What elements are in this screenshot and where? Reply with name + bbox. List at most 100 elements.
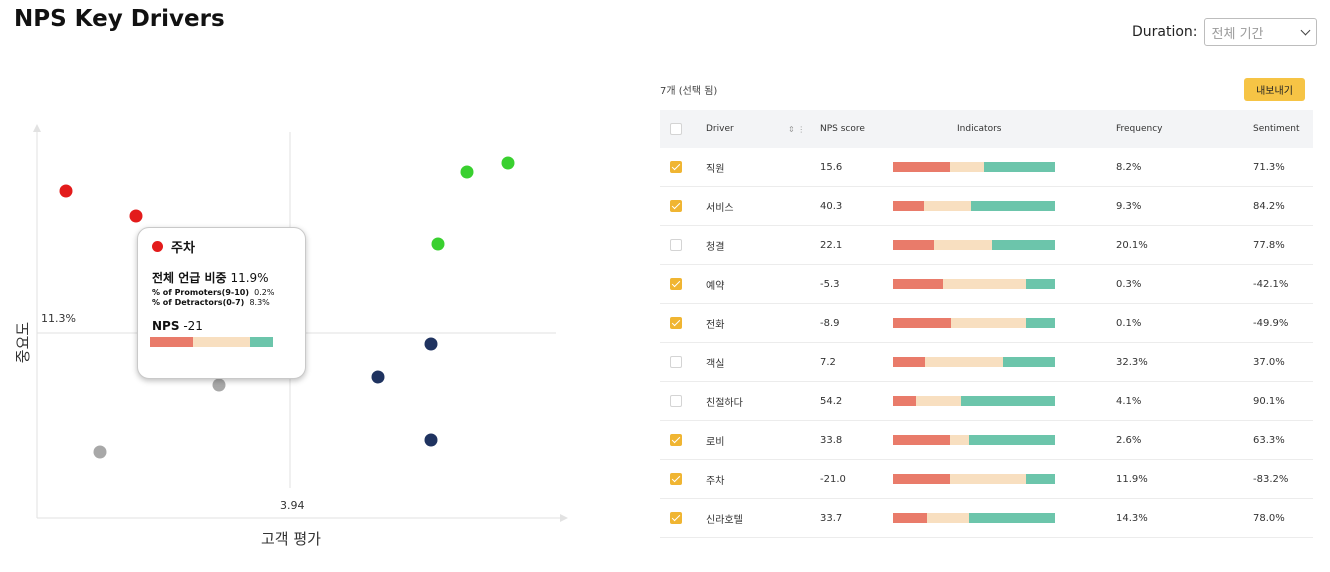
- table-row[interactable]: 전화 -8.9 0.1% -49.9%: [660, 304, 1313, 343]
- tooltip-driver-name: 주차: [171, 241, 195, 256]
- row-checkbox[interactable]: [670, 239, 682, 251]
- detractor-segment: [893, 240, 934, 250]
- table-row[interactable]: 친절하다 54.2 4.1% 90.1%: [660, 382, 1313, 421]
- tooltip-nps-label: NPS: [152, 319, 180, 333]
- nps-score: 33.7: [820, 512, 843, 524]
- driver-point-green[interactable]: [460, 165, 474, 179]
- detractor-segment: [893, 474, 950, 484]
- table-body: 직원 15.6 8.2% 71.3% 서비스 40.3 9.3% 84.2% 청…: [660, 148, 1313, 538]
- row-check-cell: [670, 460, 682, 498]
- duration-filter: Duration: 전체 기간: [1132, 18, 1317, 46]
- detractor-segment: [893, 201, 924, 211]
- driver-point-green[interactable]: [501, 156, 515, 170]
- row-checkbox[interactable]: [670, 356, 682, 368]
- x-axis-title: 고객 평가: [261, 530, 321, 548]
- detractor-segment: [150, 337, 194, 347]
- select-all-checkbox[interactable]: [670, 123, 682, 135]
- detractor-segment: [893, 435, 950, 445]
- sort-icon[interactable]: ⇕ ⋮: [788, 124, 806, 134]
- table-row[interactable]: 로비 33.8 2.6% 63.3%: [660, 421, 1313, 460]
- duration-value: 전체 기간: [1211, 26, 1264, 42]
- table-row[interactable]: 신라호텔 33.7 14.3% 78.0%: [660, 499, 1313, 538]
- chevron-down-icon: [1300, 25, 1310, 35]
- row-check-cell: [670, 265, 682, 303]
- indicator-cell: [893, 460, 1055, 498]
- selected-count: 7개 (선택 됨): [660, 86, 718, 97]
- table-row[interactable]: 예약 -5.3 0.3% -42.1%: [660, 265, 1313, 304]
- driver-name: 로비: [706, 436, 725, 448]
- header-nps-score[interactable]: NPS score: [820, 124, 865, 134]
- table-row[interactable]: 객실 7.2 32.3% 37.0%: [660, 343, 1313, 382]
- frequency-value: 8.2%: [1116, 161, 1142, 173]
- driver-point-navy[interactable]: [371, 370, 385, 384]
- indicator-cell: [893, 421, 1055, 459]
- frequency-value: 20.1%: [1116, 239, 1148, 251]
- indicator-bar: [893, 162, 1055, 172]
- indicator-bar: [893, 435, 1055, 445]
- duration-select[interactable]: 전체 기간: [1203, 18, 1317, 46]
- detractor-segment: [893, 318, 952, 328]
- driver-point-navy[interactable]: [424, 337, 438, 351]
- indicator-bar: [893, 357, 1055, 367]
- row-checkbox[interactable]: [670, 317, 682, 329]
- row-check-cell: [670, 304, 682, 342]
- frequency-value: 14.3%: [1116, 512, 1148, 524]
- select-all-cell: [670, 110, 682, 148]
- driver-table: Driver ⇕ ⋮ NPS score Indicators Frequenc…: [660, 110, 1313, 538]
- nps-score: -8.9: [820, 317, 840, 329]
- row-checkbox[interactable]: [670, 278, 682, 290]
- row-checkbox[interactable]: [670, 434, 682, 446]
- nps-score: 33.8: [820, 434, 843, 446]
- driver-name: 직원: [706, 163, 725, 175]
- header-driver[interactable]: Driver: [706, 124, 734, 134]
- indicator-cell: [893, 343, 1055, 381]
- detractor-segment: [893, 357, 926, 367]
- nps-score: -21.0: [820, 473, 846, 485]
- export-button[interactable]: 내보내기: [1244, 78, 1305, 101]
- detractor-segment: [893, 396, 916, 406]
- driver-point-gray[interactable]: [93, 445, 107, 459]
- table-header: Driver ⇕ ⋮ NPS score Indicators Frequenc…: [660, 110, 1313, 148]
- driver-point-navy[interactable]: [424, 433, 438, 447]
- promoter-segment: [1025, 474, 1055, 484]
- table-row[interactable]: 청결 22.1 20.1% 77.8%: [660, 226, 1313, 265]
- table-row[interactable]: 직원 15.6 8.2% 71.3%: [660, 148, 1313, 187]
- header-frequency[interactable]: Frequency: [1116, 124, 1163, 134]
- driver-point-green[interactable]: [431, 237, 445, 251]
- row-checkbox[interactable]: [670, 200, 682, 212]
- driver-name: 서비스: [706, 202, 734, 214]
- driver-name: 친절하다: [706, 397, 743, 409]
- table-row[interactable]: 주차 -21.0 11.9% -83.2%: [660, 460, 1313, 499]
- indicator-cell: [893, 304, 1055, 342]
- tooltip-detractors-label: % of Detractors(0-7): [152, 298, 245, 307]
- header-sentiment[interactable]: Sentiment: [1253, 124, 1300, 134]
- indicator-bar: [893, 513, 1055, 523]
- driver-name: 예약: [706, 280, 725, 292]
- passive-segment: [949, 162, 984, 172]
- sentiment-value: 90.1%: [1253, 395, 1285, 407]
- row-checkbox[interactable]: [670, 473, 682, 485]
- driver-point-red[interactable]: [129, 209, 143, 223]
- sentiment-value: 84.2%: [1253, 200, 1285, 212]
- indicator-bar: [893, 318, 1055, 328]
- promoter-segment: [970, 201, 1055, 211]
- driver-point-red[interactable]: [59, 184, 73, 198]
- frequency-value: 0.3%: [1116, 278, 1142, 290]
- table-row[interactable]: 서비스 40.3 9.3% 84.2%: [660, 187, 1313, 226]
- x-axis-arrow: [560, 514, 568, 522]
- tooltip-promoters-label: % of Promoters(9-10): [152, 288, 249, 297]
- row-checkbox[interactable]: [670, 395, 682, 407]
- frequency-value: 11.9%: [1116, 473, 1148, 485]
- promoter-segment: [969, 435, 1055, 445]
- driver-tooltip: 주차 전체 언급 비중 11.9% % of Promoters(9-10) 0…: [137, 227, 306, 379]
- row-checkbox[interactable]: [670, 161, 682, 173]
- tooltip-detractors: % of Detractors(0-7) 8.3%: [152, 298, 270, 307]
- driver-name: 신라호텔: [706, 514, 743, 526]
- nps-score: 40.3: [820, 200, 843, 212]
- sentiment-value: -49.9%: [1253, 317, 1289, 329]
- driver-point-gray[interactable]: [212, 378, 226, 392]
- promoter-segment: [961, 396, 1055, 406]
- row-checkbox[interactable]: [670, 512, 682, 524]
- indicator-bar: [893, 240, 1055, 250]
- indicator-cell: [893, 187, 1055, 225]
